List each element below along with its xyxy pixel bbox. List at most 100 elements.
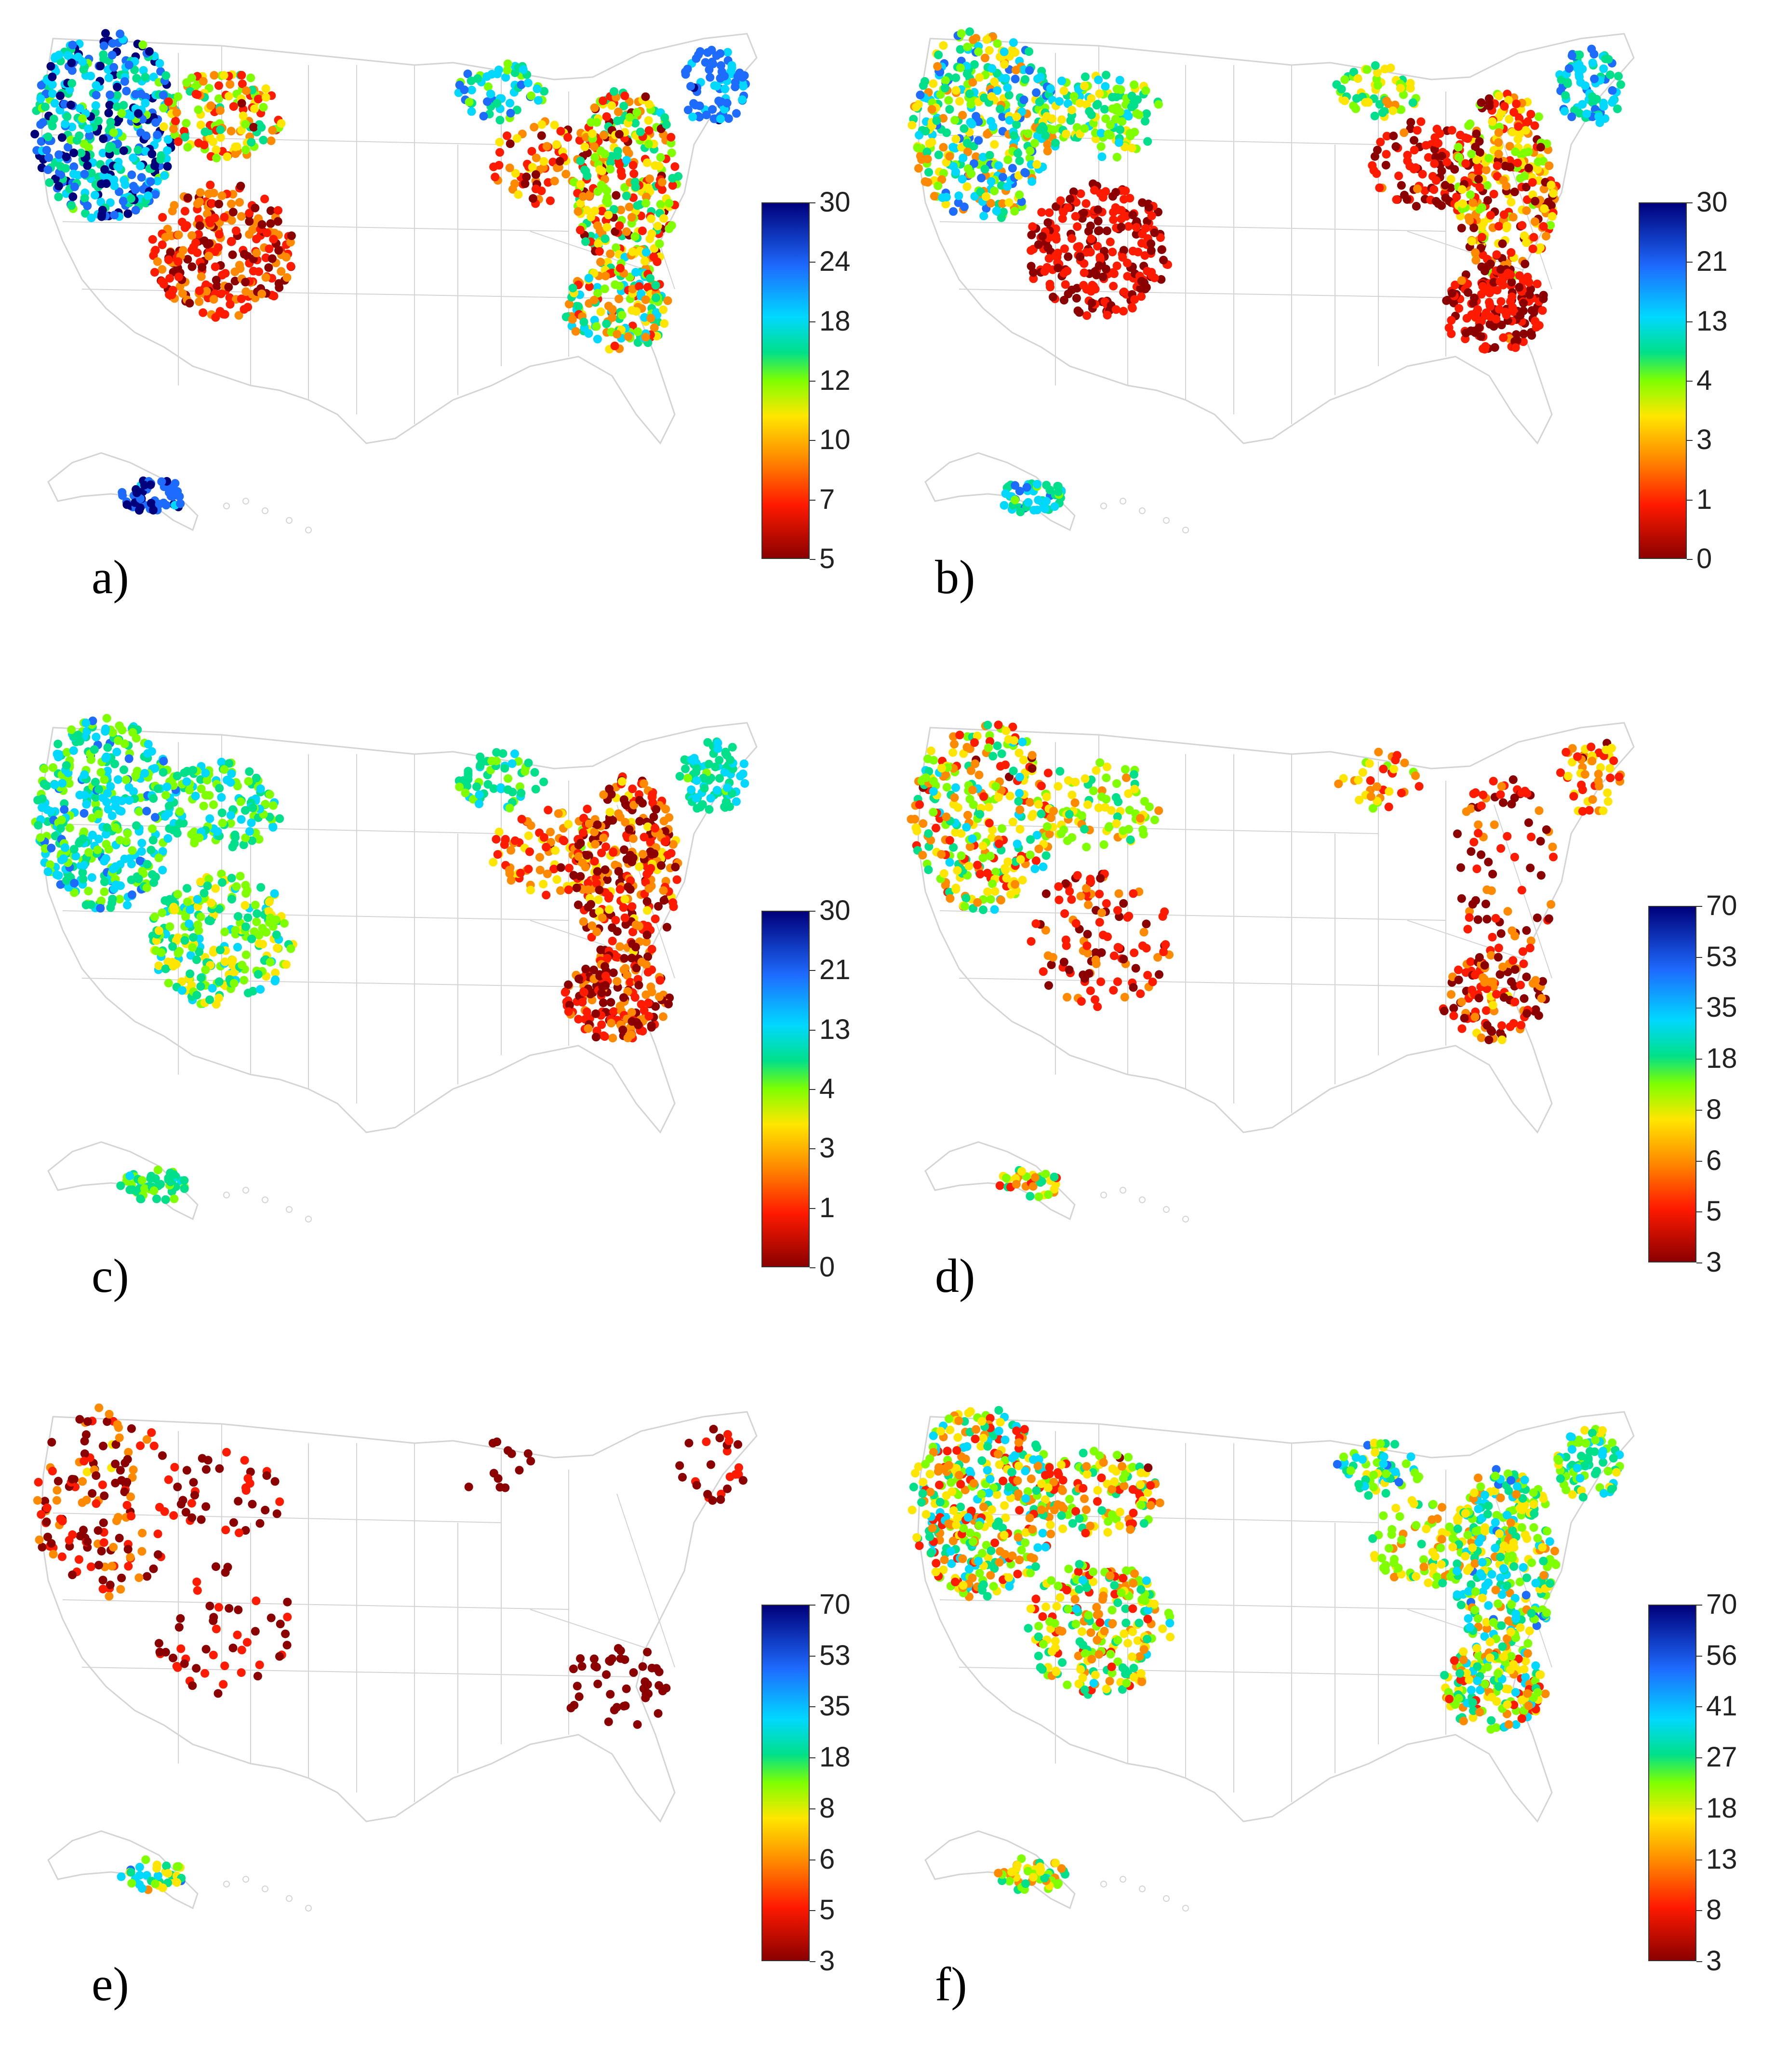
site-point xyxy=(103,743,112,752)
site-point xyxy=(1389,132,1398,140)
site-point xyxy=(92,733,100,742)
site-point xyxy=(80,170,89,178)
site-point xyxy=(1528,178,1537,187)
site-point xyxy=(1457,224,1466,232)
site-point xyxy=(637,958,646,967)
site-point xyxy=(611,280,619,289)
site-point xyxy=(543,142,551,151)
site-point xyxy=(100,165,109,174)
hawaii-island xyxy=(1120,1187,1126,1193)
site-point xyxy=(1099,193,1108,202)
site-point xyxy=(175,807,184,816)
colorbar-tick-label: 30 xyxy=(1696,188,1728,216)
colorbar-tickmark xyxy=(810,970,815,971)
site-point xyxy=(1432,176,1441,185)
site-point xyxy=(597,849,606,857)
site-point xyxy=(1030,864,1039,873)
site-point xyxy=(564,886,573,894)
site-point xyxy=(218,878,227,887)
site-point xyxy=(676,772,684,781)
colorbar-tick-label: 30 xyxy=(819,897,851,925)
site-point xyxy=(599,834,608,842)
site-point xyxy=(152,1195,161,1203)
site-point xyxy=(1507,198,1516,206)
site-point xyxy=(646,864,655,873)
site-point xyxy=(506,99,514,107)
site-point xyxy=(269,823,278,832)
site-point xyxy=(1015,773,1024,782)
site-point xyxy=(264,263,273,272)
site-point xyxy=(584,885,592,894)
site-point xyxy=(1026,798,1034,807)
site-point xyxy=(1530,308,1538,317)
site-point xyxy=(703,738,712,747)
site-point xyxy=(997,896,1005,904)
site-point xyxy=(227,778,235,787)
site-point xyxy=(150,1186,159,1195)
site-point xyxy=(652,805,660,814)
site-point xyxy=(1495,305,1504,314)
site-point xyxy=(1561,91,1570,100)
site-point xyxy=(1535,321,1544,330)
site-point xyxy=(221,269,230,278)
colorbar-tick-label: 12 xyxy=(819,367,851,395)
site-point xyxy=(163,783,172,791)
site-point xyxy=(158,213,167,222)
site-point xyxy=(614,147,622,156)
site-point xyxy=(214,199,223,208)
site-point xyxy=(183,143,192,152)
site-point xyxy=(1045,208,1054,217)
us-basemap xyxy=(19,19,790,549)
site-point xyxy=(48,73,56,81)
site-point xyxy=(1015,157,1024,165)
site-point xyxy=(1548,212,1557,221)
site-point xyxy=(1132,223,1141,232)
site-point xyxy=(504,59,512,68)
site-point xyxy=(236,797,245,806)
colorbar-tick-label: 21 xyxy=(1696,248,1728,276)
hawaii-island xyxy=(1101,503,1107,509)
site-point xyxy=(1529,244,1537,253)
site-point xyxy=(236,872,245,880)
site-point xyxy=(609,848,617,857)
site-point xyxy=(688,113,697,121)
site-point xyxy=(232,882,241,891)
site-point xyxy=(195,297,203,306)
site-point xyxy=(648,229,656,238)
site-point xyxy=(992,207,1001,215)
site-point xyxy=(1491,343,1499,352)
site-point xyxy=(952,135,961,144)
hawaii-island xyxy=(1139,508,1145,514)
site-point xyxy=(1472,130,1481,138)
site-point xyxy=(1506,297,1515,306)
site-point xyxy=(579,917,588,926)
site-point xyxy=(572,327,580,336)
site-point xyxy=(1608,86,1617,95)
site-point xyxy=(149,836,158,845)
site-point xyxy=(1003,858,1012,866)
site-point xyxy=(229,102,238,111)
site-point xyxy=(1066,195,1074,203)
site-point xyxy=(165,922,174,931)
site-point xyxy=(1113,153,1121,161)
site-point xyxy=(131,185,140,194)
colorbar-tickmark xyxy=(1687,262,1693,263)
site-point xyxy=(75,839,83,848)
site-point xyxy=(533,84,541,93)
site-point xyxy=(218,809,227,817)
site-point xyxy=(979,842,988,850)
site-point xyxy=(137,847,146,856)
site-point xyxy=(1015,806,1024,814)
site-point xyxy=(973,898,982,907)
site-point xyxy=(158,240,167,249)
site-point xyxy=(665,813,673,822)
site-point xyxy=(564,820,573,828)
site-point xyxy=(715,774,724,783)
site-point xyxy=(732,109,741,118)
site-point xyxy=(60,805,68,814)
site-point xyxy=(629,161,638,170)
site-point xyxy=(1447,330,1455,338)
site-point xyxy=(192,90,200,98)
site-point xyxy=(648,988,656,996)
